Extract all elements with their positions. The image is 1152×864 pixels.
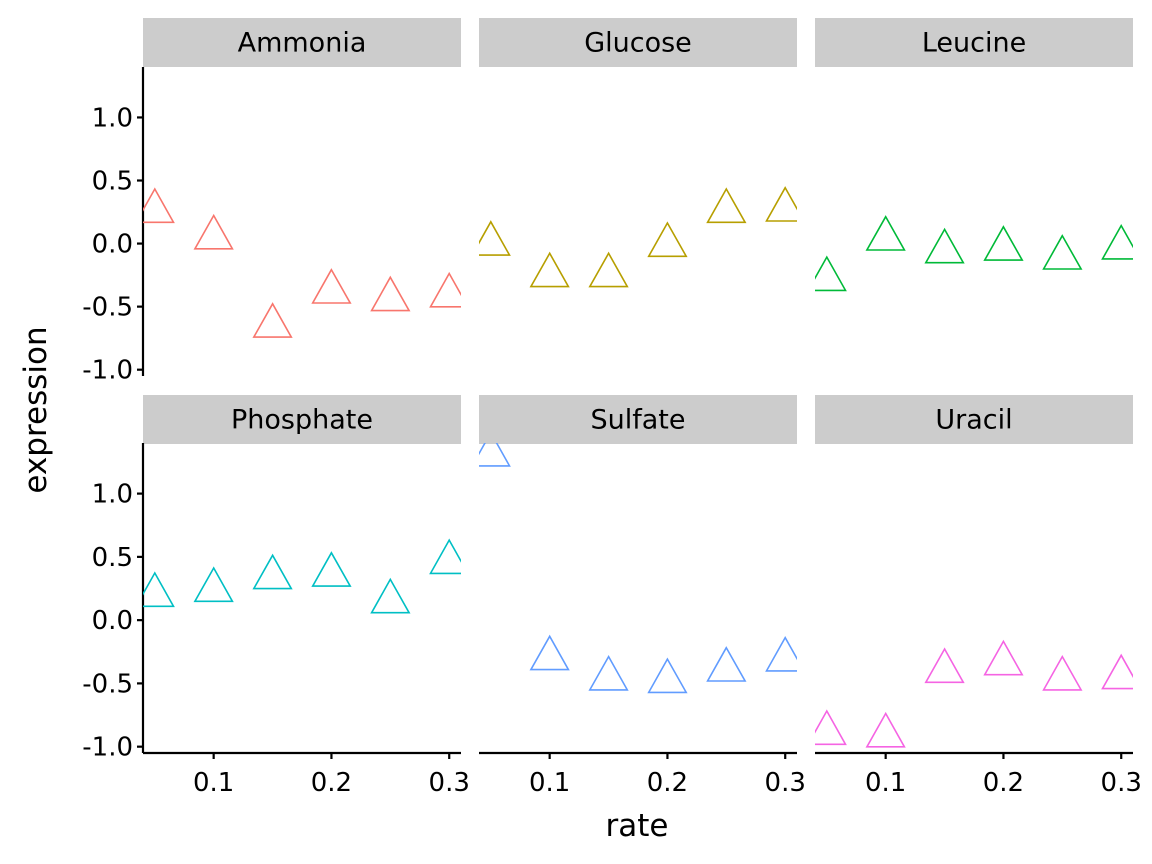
facet-panel: Leucine <box>815 18 1133 292</box>
facet-panel: Uracil 0.1 0.2 0.3 <box>815 395 1142 798</box>
x-tick-label: 0.3 <box>1101 768 1142 798</box>
facet-strip <box>815 395 1133 444</box>
data-point <box>193 213 234 250</box>
y-tick-label: 1.0 <box>92 480 133 510</box>
facet-strip <box>479 18 797 67</box>
x-tick-label: 0.1 <box>529 768 570 798</box>
data-point <box>706 646 747 682</box>
y-tick-label: -0.5 <box>82 293 133 323</box>
y-tick-label: -1.0 <box>82 356 133 386</box>
x-tick-label: 0.1 <box>193 768 234 798</box>
facet-panel: Phosphate 1.0 0.5 0.0 -0.5 -1.0 0.1 0.2 0.3 <box>82 395 470 798</box>
data-point <box>143 571 175 608</box>
data-point <box>1101 653 1133 690</box>
y-tick-label: 0.5 <box>92 167 133 197</box>
facet-strip-label: Sulfate <box>590 405 685 436</box>
facet-strip-label: Leucine <box>922 28 1026 59</box>
data-point <box>647 221 688 258</box>
data-point <box>370 577 411 614</box>
data-point <box>370 275 411 312</box>
data-point <box>252 553 293 590</box>
data-points <box>479 186 797 288</box>
y-tick-label: 0.0 <box>92 230 133 260</box>
data-point <box>815 709 847 746</box>
data-point <box>311 551 352 587</box>
facet-panels: Ammonia 1.0 0.5 0.0 -0.5 -1.0 Glucose Leucine Ph… <box>82 18 1142 798</box>
facet-strip <box>815 18 1133 67</box>
data-point <box>479 220 511 256</box>
facet-strip-label: Phosphate <box>231 405 373 436</box>
y-tick-label: 0.5 <box>92 543 133 573</box>
x-tick-label: 0.2 <box>647 768 688 798</box>
facet-panel: Glucose <box>479 18 797 288</box>
facet-strip <box>479 395 797 444</box>
data-point <box>924 647 965 684</box>
data-point <box>311 268 352 304</box>
facet-strip-label: Glucose <box>584 28 692 59</box>
data-point <box>429 271 461 308</box>
data-point <box>529 634 570 671</box>
data-point <box>924 227 965 264</box>
data-point <box>765 186 797 222</box>
facet-strip-label: Uracil <box>935 405 1012 436</box>
data-point <box>983 225 1024 261</box>
data-point <box>193 566 234 603</box>
y-tick-label: -0.5 <box>82 669 133 699</box>
data-points <box>143 187 461 338</box>
data-point <box>865 215 906 251</box>
data-point <box>479 443 511 467</box>
data-point <box>1042 654 1083 691</box>
y-tick-label: -1.0 <box>82 733 133 763</box>
x-axis-title: rate <box>606 808 669 844</box>
data-point <box>865 711 906 748</box>
data-point <box>529 251 570 288</box>
data-point <box>983 639 1024 676</box>
data-point <box>1042 234 1083 270</box>
data-points <box>815 639 1133 748</box>
data-points <box>479 443 797 694</box>
data-point <box>815 255 847 292</box>
data-point <box>647 657 688 694</box>
facet-panel: Sulfate 0.1 0.2 0.3 <box>479 395 806 798</box>
data-point <box>429 538 461 575</box>
y-axis-title: expression <box>18 326 54 493</box>
data-points <box>143 538 461 614</box>
data-point <box>143 187 175 224</box>
data-point <box>1101 223 1133 260</box>
data-point <box>588 654 629 691</box>
x-tick-label: 0.3 <box>765 768 806 798</box>
facet-strip-label: Ammonia <box>238 28 367 59</box>
x-tick-label: 0.3 <box>429 768 470 798</box>
facet-panel: Ammonia 1.0 0.5 0.0 -0.5 -1.0 <box>82 18 461 386</box>
data-point <box>588 251 629 288</box>
x-tick-label: 0.1 <box>865 768 906 798</box>
data-point <box>252 302 293 338</box>
x-tick-label: 0.2 <box>311 768 352 798</box>
facet-strip <box>143 18 461 67</box>
facet-strip <box>143 395 461 444</box>
x-tick-label: 0.2 <box>983 768 1024 798</box>
y-tick-label: 0.0 <box>92 606 133 636</box>
data-point <box>706 187 747 224</box>
data-points <box>815 215 1133 292</box>
data-point <box>765 635 797 672</box>
y-tick-label: 1.0 <box>92 103 133 133</box>
